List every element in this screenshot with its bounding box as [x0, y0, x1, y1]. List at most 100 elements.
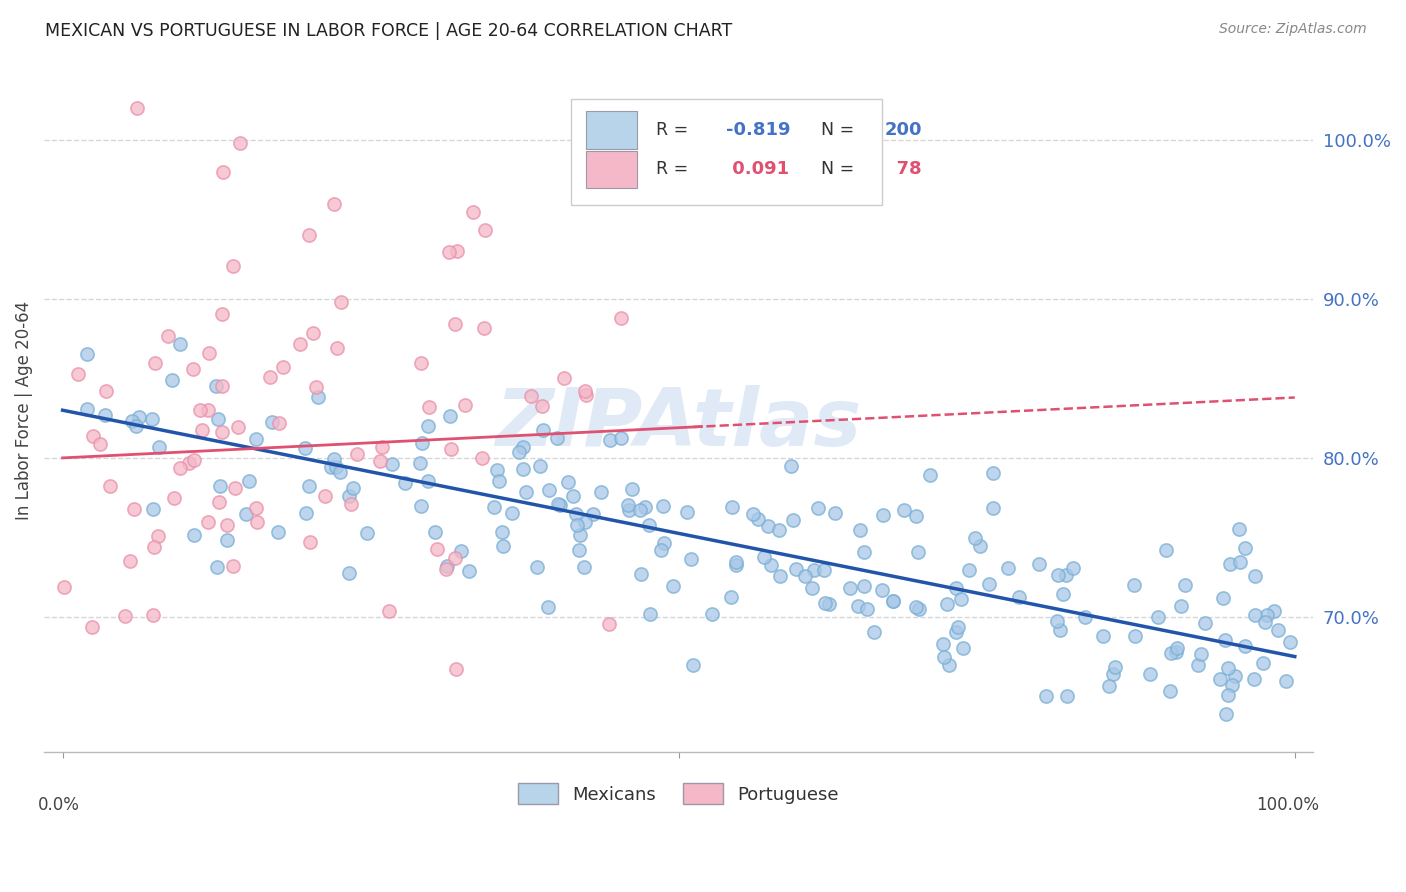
Point: [197, 515, 219, 529]
Point: [675, 505, 697, 519]
Point: [807, 500, 830, 515]
Point: [488, 475, 510, 489]
Point: [1164, 645, 1187, 659]
Point: [444, 663, 467, 677]
Point: [1174, 577, 1197, 591]
Point: [1253, 761, 1275, 775]
Point: [650, 543, 672, 558]
Point: [638, 607, 661, 621]
Point: [938, 657, 960, 672]
Point: [454, 398, 477, 412]
Point: [652, 536, 675, 550]
Text: MEXICAN VS PORTUGUESE IN LABOR FORCE | AGE 20-64 CORRELATION CHART: MEXICAN VS PORTUGUESE IN LABOR FORCE | A…: [45, 22, 733, 40]
Point: [561, 489, 583, 503]
Point: [215, 533, 238, 548]
Point: [568, 543, 591, 558]
Point: [128, 409, 150, 424]
Point: [557, 475, 579, 489]
Point: [418, 474, 440, 488]
Point: [529, 458, 551, 473]
Point: [769, 569, 792, 583]
Point: [295, 506, 318, 520]
Point: [849, 523, 872, 537]
Point: [416, 419, 439, 434]
Point: [1256, 607, 1278, 622]
Point: [969, 539, 991, 553]
Point: [67, 367, 90, 381]
Point: [222, 559, 245, 574]
Point: [546, 431, 568, 445]
Point: [340, 497, 363, 511]
Point: [932, 637, 955, 651]
Point: [997, 561, 1019, 575]
Point: [945, 581, 967, 595]
Point: [446, 244, 468, 259]
Point: [330, 295, 353, 310]
Point: [945, 624, 967, 639]
Point: [634, 500, 657, 514]
Text: Source: ZipAtlas.com: Source: ZipAtlas.com: [1219, 22, 1367, 37]
Point: [981, 467, 1004, 481]
Point: [492, 539, 515, 553]
Point: [302, 326, 325, 340]
Point: [531, 423, 554, 437]
Point: [935, 597, 957, 611]
Point: [208, 478, 231, 492]
Point: [1170, 599, 1192, 614]
Point: [418, 400, 440, 414]
Point: [572, 560, 595, 574]
Point: [394, 476, 416, 491]
Text: R =: R =: [655, 161, 693, 178]
Point: [190, 423, 212, 437]
Point: [768, 523, 790, 537]
Point: [439, 409, 461, 423]
Point: [782, 513, 804, 527]
Text: N =: N =: [821, 121, 859, 139]
Point: [904, 509, 927, 524]
Point: [1219, 557, 1241, 571]
Point: [793, 569, 815, 583]
Point: [141, 411, 163, 425]
Point: [439, 244, 461, 259]
Point: [124, 502, 146, 516]
Point: [1213, 633, 1236, 648]
Point: [501, 506, 523, 520]
Point: [949, 591, 972, 606]
Point: [515, 484, 537, 499]
FancyBboxPatch shape: [586, 151, 637, 188]
Point: [82, 429, 104, 443]
Point: [143, 540, 166, 554]
Point: [381, 457, 404, 471]
Point: [450, 544, 472, 558]
Point: [325, 460, 347, 475]
Point: [1208, 672, 1230, 686]
Point: [537, 599, 560, 614]
Point: [208, 495, 231, 509]
Point: [148, 529, 170, 543]
Point: [1233, 639, 1256, 653]
Point: [568, 528, 591, 542]
Point: [1223, 669, 1246, 683]
Point: [207, 412, 229, 426]
Point: [52, 580, 75, 594]
Point: [245, 432, 267, 446]
Point: [197, 403, 219, 417]
Point: [1046, 614, 1069, 628]
Point: [620, 483, 643, 497]
Point: [342, 481, 364, 495]
Point: [160, 373, 183, 387]
Point: [531, 399, 554, 413]
Point: [1154, 543, 1177, 558]
Point: [679, 552, 702, 566]
Text: 0.0%: 0.0%: [38, 797, 80, 814]
Point: [1147, 610, 1170, 624]
Point: [905, 599, 928, 614]
Point: [356, 525, 378, 540]
Point: [183, 453, 205, 467]
Point: [893, 502, 915, 516]
Point: [260, 415, 283, 429]
Point: [245, 500, 267, 515]
Point: [491, 524, 513, 539]
Point: [267, 416, 290, 430]
Point: [1123, 578, 1146, 592]
